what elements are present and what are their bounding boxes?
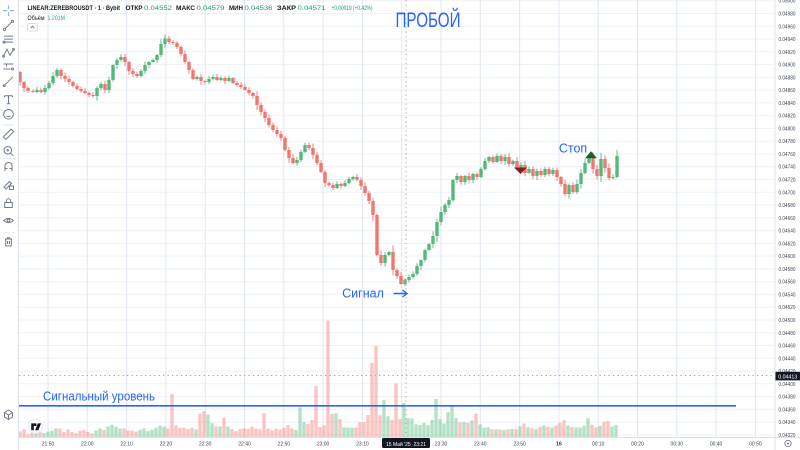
svg-text:0.04552: 0.04552	[144, 5, 173, 12]
svg-text:22:00: 22:00	[81, 442, 94, 448]
svg-text:16: 16	[556, 442, 563, 448]
svg-text:0.04620: 0.04620	[779, 241, 796, 247]
svg-text:0.04860: 0.04860	[779, 88, 796, 94]
svg-text:23:10: 23:10	[356, 442, 369, 448]
svg-text:0.04980: 0.04980	[779, 12, 796, 18]
svg-text:23:30: 23:30	[435, 442, 448, 448]
svg-text:Сигнальный уровень: Сигнальный уровень	[43, 389, 155, 404]
svg-text:0.04536: 0.04536	[245, 5, 274, 12]
svg-text:22:50: 22:50	[278, 442, 291, 448]
svg-text:23:40: 23:40	[474, 442, 487, 448]
svg-text:22:30: 22:30	[199, 442, 212, 448]
svg-text:0.04880: 0.04880	[779, 75, 796, 81]
svg-text:0.04460: 0.04460	[779, 344, 796, 350]
svg-text:15 Май '25 23:21: 15 Май '25 23:21	[386, 441, 426, 448]
svg-text:0.04580: 0.04580	[779, 267, 796, 273]
svg-text:0.04571: 0.04571	[298, 5, 327, 12]
svg-text:0.04720: 0.04720	[779, 178, 796, 184]
svg-text:0.04700: 0.04700	[779, 190, 796, 196]
svg-text:ОТКР: ОТКР	[126, 5, 143, 12]
svg-text:0.04920: 0.04920	[779, 50, 796, 56]
svg-text:LINEAR:ZEREBROUSDT · 1 · Bybit: LINEAR:ZEREBROUSDT · 1 · Bybit	[28, 5, 121, 12]
svg-text:0.04840: 0.04840	[779, 101, 796, 107]
svg-text:0.04640: 0.04640	[779, 229, 796, 235]
svg-text:0.04320: 0.04320	[779, 433, 796, 439]
svg-text:0.04480: 0.04480	[779, 331, 796, 337]
svg-text:Сигнал: Сигнал	[342, 287, 384, 301]
svg-text:00:30: 00:30	[671, 442, 684, 448]
svg-text:0.04760: 0.04760	[779, 152, 796, 158]
svg-text:00:10: 00:10	[592, 442, 605, 448]
svg-text:00:50: 00:50	[749, 442, 762, 448]
svg-text:22:10: 22:10	[120, 442, 133, 448]
svg-text:1.201M: 1.201M	[48, 15, 66, 22]
svg-text:0.04900: 0.04900	[779, 63, 796, 69]
svg-text:0.04520: 0.04520	[779, 305, 796, 311]
svg-text:22:20: 22:20	[160, 442, 173, 448]
svg-text:+0.00019 (+0.42%): +0.00019 (+0.42%)	[332, 5, 373, 12]
svg-text:0.04340: 0.04340	[779, 420, 796, 426]
svg-text:0.04740: 0.04740	[779, 165, 796, 171]
svg-text:Объём: Объём	[28, 14, 45, 22]
svg-text:0.04680: 0.04680	[779, 203, 796, 209]
svg-text:0.04380: 0.04380	[779, 395, 796, 401]
svg-text:Стоп: Стоп	[559, 142, 587, 156]
svg-text:0.04540: 0.04540	[779, 292, 796, 298]
svg-text:МАКС: МАКС	[176, 5, 196, 12]
svg-text:0.04940: 0.04940	[779, 37, 796, 43]
svg-text:22:40: 22:40	[238, 442, 251, 448]
svg-text:21:50: 21:50	[42, 442, 55, 448]
svg-text:0.04800: 0.04800	[779, 126, 796, 132]
svg-text:00:40: 00:40	[710, 442, 723, 448]
svg-text:0.05000: 0.05000	[779, 0, 796, 5]
svg-text:0.04400: 0.04400	[779, 382, 796, 388]
svg-text:0.04413: 0.04413	[778, 375, 797, 381]
svg-text:23:00: 23:00	[317, 442, 330, 448]
svg-text:0.04579: 0.04579	[197, 5, 226, 12]
svg-text:0.04440: 0.04440	[779, 356, 796, 362]
svg-text:0.04560: 0.04560	[779, 280, 796, 286]
svg-text:МИН: МИН	[229, 5, 244, 12]
svg-text:ЗАКР: ЗАКР	[277, 5, 296, 12]
svg-text:0.04960: 0.04960	[779, 24, 796, 30]
svg-text:0.04780: 0.04780	[779, 139, 796, 145]
svg-text:0.04820: 0.04820	[779, 114, 796, 120]
svg-text:ПРОБОЙ: ПРОБОЙ	[396, 8, 461, 32]
svg-text:00:20: 00:20	[631, 442, 644, 448]
svg-text:0.04660: 0.04660	[779, 216, 796, 222]
svg-text:0.04600: 0.04600	[779, 254, 796, 260]
svg-text:23:50: 23:50	[513, 442, 526, 448]
svg-text:0.04360: 0.04360	[779, 407, 796, 413]
svg-text:0.04500: 0.04500	[779, 318, 796, 324]
